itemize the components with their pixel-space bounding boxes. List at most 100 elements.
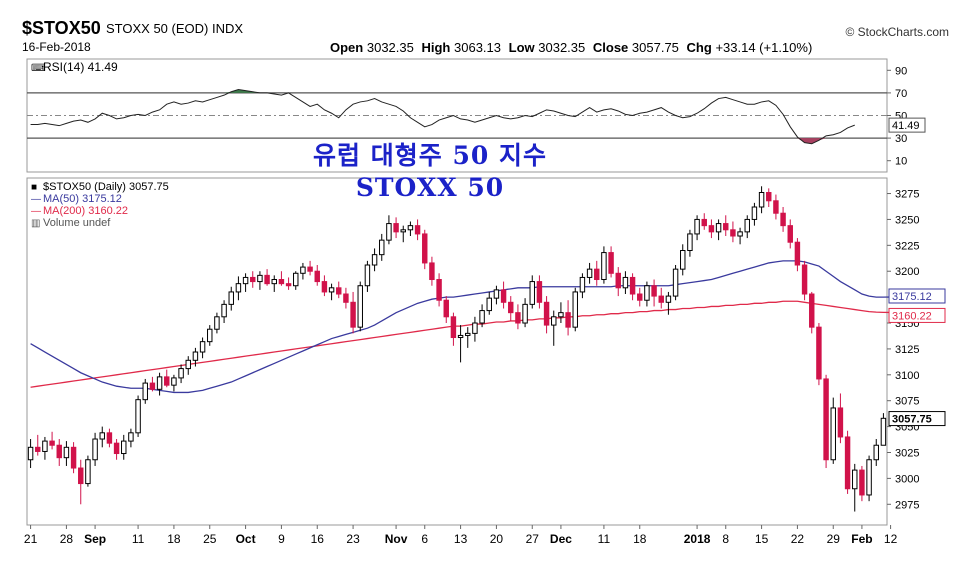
candle (164, 369, 170, 388)
candle (479, 304, 485, 328)
low-value: 3032.35 (538, 40, 586, 55)
x-tick-label: 6 (421, 532, 428, 546)
candle-body (78, 467, 84, 485)
candle-body (285, 283, 292, 287)
candle (250, 271, 256, 288)
candle (457, 325, 464, 363)
candle (70, 442, 77, 474)
candle-body (357, 285, 363, 328)
candle (515, 304, 521, 330)
candle (178, 364, 184, 384)
candle-body (250, 276, 256, 283)
candle-body (314, 270, 320, 283)
candle-body (49, 440, 55, 446)
candle (465, 327, 471, 348)
candle-body (42, 440, 48, 452)
candle-body (873, 444, 879, 461)
candle (622, 271, 629, 295)
candle-body (644, 285, 650, 301)
open-value: 3032.35 (366, 40, 414, 55)
candle (92, 432, 98, 466)
candle (522, 298, 528, 328)
candle-body (63, 446, 70, 459)
close-value-label: 3057.75 (892, 414, 932, 426)
candle (644, 281, 650, 307)
candle (859, 465, 865, 502)
candle (35, 434, 41, 456)
candle-body (121, 440, 127, 455)
candle-body (852, 469, 858, 490)
x-tick-label: 11 (132, 532, 145, 546)
candle (436, 273, 442, 307)
candle (27, 439, 34, 469)
candle-body (780, 212, 786, 227)
candle (106, 428, 113, 448)
candle (486, 291, 492, 315)
candle-body (214, 316, 220, 330)
price-y-tick-label: 3225 (895, 240, 919, 252)
candle (500, 281, 507, 309)
candle-body (522, 303, 528, 324)
candle-body (192, 351, 199, 361)
x-tick-label: 12 (884, 532, 898, 546)
x-tick-label: 16 (311, 532, 325, 546)
candle (128, 428, 134, 448)
candle (350, 291, 356, 334)
candle-body (278, 279, 285, 285)
candle-body (235, 283, 242, 293)
x-tick-label: 23 (346, 532, 360, 546)
candle (866, 455, 872, 502)
candle (379, 233, 385, 261)
candle-body (293, 272, 299, 287)
rsi-last-value-label: 41.49 (892, 120, 920, 132)
candle-body (708, 225, 715, 233)
price-y-tick-label: 3200 (895, 266, 919, 278)
candle (242, 273, 249, 292)
candle (314, 265, 320, 286)
x-tick-label: 21 (24, 532, 38, 546)
candle-body (142, 382, 148, 401)
x-tick-label: 25 (203, 532, 217, 546)
candle-body (637, 293, 643, 301)
candle (658, 287, 664, 309)
candle-body (830, 407, 836, 461)
candle-body (751, 206, 758, 220)
candle (723, 215, 729, 237)
candle-body (529, 281, 535, 305)
candle-body (715, 223, 722, 233)
candle (758, 186, 765, 214)
candle (85, 455, 91, 487)
candle-body (672, 268, 679, 297)
candle (422, 229, 428, 270)
candle (837, 393, 844, 444)
rsi-legend-icon: ⌨ (31, 63, 45, 74)
candle (343, 287, 349, 309)
candle-body (92, 438, 98, 461)
candle-body (336, 287, 342, 295)
candle-body (730, 229, 736, 237)
stockcharts-credit-link[interactable]: © StockCharts.com (845, 25, 949, 39)
ma50-value-label: 3175.12 (892, 291, 932, 303)
candle-body (429, 262, 435, 281)
candle (336, 281, 342, 299)
candle-body (393, 223, 399, 233)
candle (801, 260, 808, 301)
candle (171, 374, 177, 392)
candle-body (407, 225, 414, 231)
candle (680, 244, 686, 276)
candle (651, 279, 657, 307)
candle (586, 262, 593, 284)
candle-body (207, 328, 213, 343)
candle-body (465, 332, 471, 336)
x-tick-label: 11 (598, 532, 611, 546)
rsi-y-tick-label: 10 (895, 156, 907, 168)
candle (558, 302, 564, 324)
candle-body (343, 293, 349, 303)
candle-body (493, 289, 500, 299)
price-legend-label: $STOX50 (Daily) 3057.75 (43, 181, 169, 193)
chg-label: Chg (686, 40, 712, 55)
candle-body (457, 334, 464, 339)
candle-body (307, 266, 313, 272)
candle (551, 310, 557, 346)
price-y-tick-label: 3025 (895, 447, 919, 459)
